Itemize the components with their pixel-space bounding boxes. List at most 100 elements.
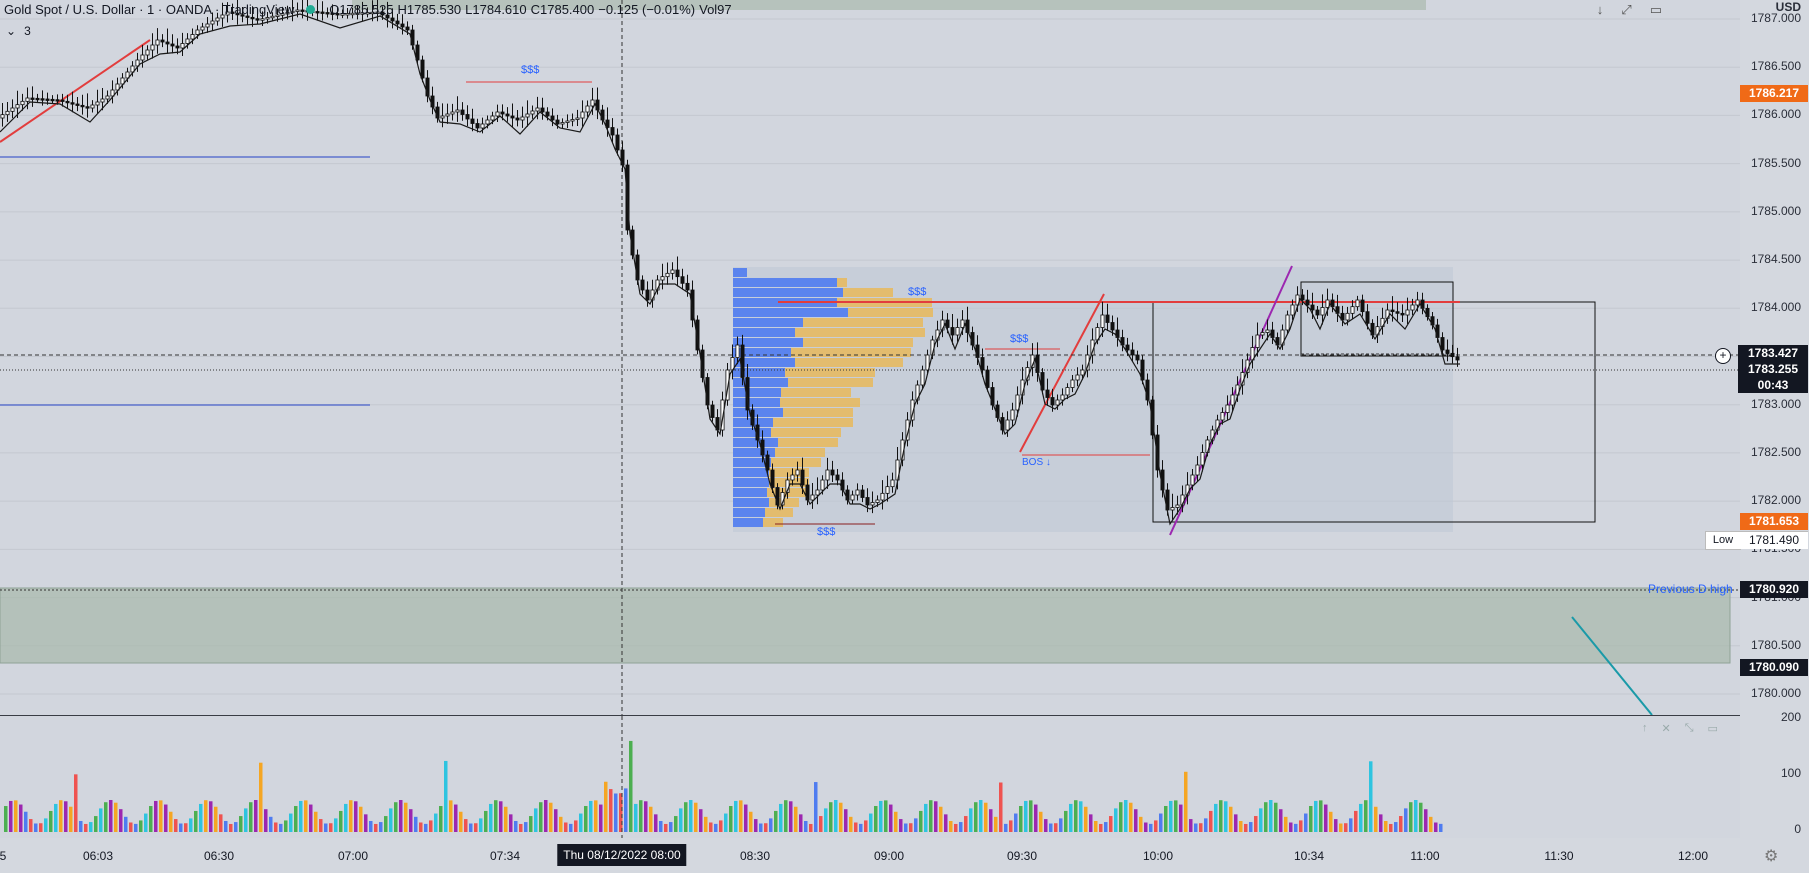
- candle-body: [505, 113, 510, 117]
- volume-profile-blue-bar: [733, 318, 803, 327]
- volume-bar: [424, 823, 428, 832]
- volume-bar: [34, 823, 38, 832]
- volume-bar: [999, 782, 1003, 832]
- arrow-up-icon[interactable]: ↑: [1642, 722, 1648, 734]
- candle-body: [1220, 412, 1225, 421]
- volume-bar: [874, 806, 878, 832]
- volume-bar: [194, 810, 198, 832]
- volume-bar: [1014, 813, 1018, 832]
- candle-body: [555, 119, 560, 125]
- volume-bar: [524, 822, 528, 832]
- candle-body: [1315, 309, 1320, 316]
- chevron-down-icon[interactable]: ⌄: [6, 24, 17, 38]
- volume-bar: [579, 813, 583, 832]
- candle-body: [115, 83, 120, 91]
- volume-bar: [114, 802, 118, 832]
- volume-bar: [59, 800, 63, 832]
- volume-bar: [1434, 822, 1438, 832]
- symbol-title[interactable]: Gold Spot / U.S. Dollar · 1 · OANDA · Tr…: [4, 2, 295, 17]
- volume-bar: [984, 802, 988, 832]
- candle-body: [490, 115, 495, 121]
- currency-selector[interactable]: USD: [1775, 0, 1801, 14]
- volume-bar: [199, 803, 203, 832]
- volume-bar: [109, 800, 113, 832]
- price-chart-canvas[interactable]: [0, 0, 1740, 715]
- candle-body: [265, 17, 270, 20]
- price-chart[interactable]: Gold Spot / U.S. Dollar · 1 · OANDA · Tr…: [0, 0, 1740, 715]
- candle-body: [1345, 312, 1350, 321]
- bar-countdown: 00:43: [1757, 378, 1789, 392]
- volume-bar: [1239, 821, 1243, 832]
- legend-volume: Vol97: [699, 2, 732, 17]
- volume-bar: [869, 813, 873, 832]
- volume-bar: [19, 804, 23, 832]
- price-tag-orange: 1781.653: [1740, 513, 1808, 530]
- candle-body: [475, 123, 480, 129]
- volume-bar: [594, 800, 598, 832]
- candle-body: [425, 77, 430, 97]
- volume-bar: [79, 820, 83, 832]
- candle-body: [1255, 334, 1260, 348]
- volume-profile-gold-bar: [791, 348, 911, 357]
- volume-bar: [479, 818, 483, 832]
- volume-bar: [184, 823, 188, 832]
- volume-bar: [1174, 800, 1178, 832]
- candle-body: [240, 14, 245, 17]
- candle-body: [180, 43, 185, 49]
- candle-body: [1410, 304, 1415, 311]
- arrow-down-icon[interactable]: ↓: [1596, 2, 1604, 17]
- candle-body: [60, 99, 65, 102]
- volume-bar: [14, 800, 18, 832]
- candle-body: [860, 489, 865, 498]
- time-axis[interactable]: 5 06:03 06:30 07:00 07:34 08:30 09:00 09:30 10:…: [0, 838, 1809, 873]
- volume-bar: [949, 820, 953, 832]
- indicators-toggle[interactable]: ⌄ 3: [6, 24, 31, 38]
- candle-body: [0, 114, 5, 119]
- pane-separator[interactable]: [0, 715, 1809, 716]
- gear-icon[interactable]: ⚙: [1764, 848, 1779, 865]
- last-price: 1783.255: [1747, 362, 1799, 376]
- window-icon[interactable]: ▭: [1707, 723, 1718, 735]
- volume-bar: [279, 823, 283, 832]
- volume-bar: [294, 806, 298, 832]
- candle-body: [5, 110, 10, 116]
- collapse-icon[interactable]: ⤡: [1684, 722, 1694, 734]
- close-icon[interactable]: ✕: [1661, 723, 1671, 735]
- candle-body: [590, 99, 595, 107]
- price-axis[interactable]: USD 1787.000 1786.500 1786.000 1785.500 1785…: [1740, 0, 1809, 838]
- candle-body: [775, 487, 780, 506]
- volume-profile-gold-bar: [837, 278, 847, 287]
- volume-profile-blue-bar: [733, 378, 788, 387]
- candle-body: [855, 489, 860, 496]
- price-tag-orange: 1786.217: [1740, 85, 1808, 102]
- candle-body: [960, 319, 965, 328]
- price-axis-label: 1783.000: [1750, 396, 1801, 411]
- volume-bar: [259, 762, 263, 832]
- volume-bar: [589, 800, 593, 832]
- volume-bar: [584, 806, 588, 832]
- candle-body: [1320, 307, 1325, 316]
- volume-pane-controls: ↑ ✕ ⤡ ▭: [1642, 722, 1718, 735]
- candle-body: [205, 23, 210, 28]
- volume-bar: [914, 818, 918, 832]
- candle-body: [295, 9, 300, 12]
- maximize-icon[interactable]: ⤢: [1621, 2, 1632, 17]
- volume-pane[interactable]: [0, 716, 1740, 838]
- volume-bar: [1224, 801, 1228, 832]
- candle-body: [170, 43, 175, 47]
- add-alert-icon[interactable]: +: [1715, 348, 1731, 364]
- volume-bar: [1054, 823, 1058, 832]
- volume-bar: [1404, 808, 1408, 832]
- current-price-box: 1783.427 1783.255 00:43: [1738, 345, 1808, 393]
- volume-bar: [929, 800, 933, 832]
- candle-body: [795, 469, 800, 476]
- volume-bar: [1289, 822, 1293, 832]
- candle-body: [570, 119, 575, 122]
- candle-body: [445, 113, 450, 117]
- volume-bar: [734, 800, 738, 832]
- volume-bar: [69, 806, 73, 832]
- price-axis-label: 1786.000: [1750, 107, 1801, 122]
- volume-bar: [434, 813, 438, 832]
- window-icon[interactable]: ▭: [1649, 2, 1662, 17]
- volume-bar: [964, 816, 968, 832]
